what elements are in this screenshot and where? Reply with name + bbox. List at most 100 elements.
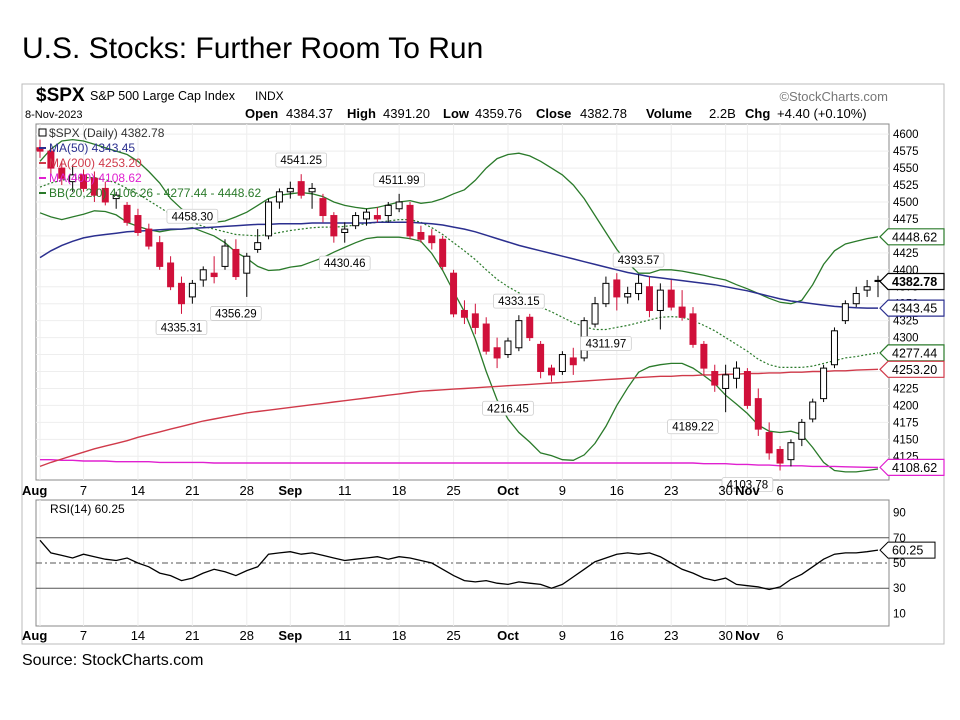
symbol-label: $SPX <box>36 85 85 106</box>
rsi-right-label-box <box>879 541 936 559</box>
candle-body <box>667 289 675 308</box>
low-value: 4359.76 <box>475 106 522 121</box>
candle-body <box>776 448 784 464</box>
bb-middle-line <box>39 177 879 368</box>
price-tick-label: 4550 <box>893 163 919 175</box>
x-axis-price: Aug 7 14 21 28 Sep 11 18 25 Oct 9 16 23 30 Nov 6 <box>22 483 784 498</box>
date-tick-label: 18 <box>392 483 406 498</box>
candle-body <box>254 242 262 250</box>
rsi-right-label: 60.25 <box>879 541 936 559</box>
date-tick-label: 21 <box>185 483 199 498</box>
annotation-label: 4311.97 <box>586 338 627 350</box>
date-tick-label: Sep <box>278 483 302 498</box>
candle-body <box>362 211 370 220</box>
date-tick-label: 21 <box>185 628 199 643</box>
legend-swatch <box>38 128 47 137</box>
candle-body <box>428 235 436 244</box>
candle-body <box>809 401 817 420</box>
right-label-value: 4343.45 <box>892 302 937 316</box>
chg-label: Chg <box>745 106 770 121</box>
candle-body <box>58 167 66 179</box>
date-tick-label: 28 <box>240 628 254 643</box>
candle-body <box>798 421 806 440</box>
price-annotations: 4458.30 4541.25 4511.99 4430.46 4335.31 4356.… <box>155 152 774 493</box>
date-tick-label: 11 <box>338 628 352 643</box>
date-tick-label: 23 <box>664 483 678 498</box>
annotation-label: 4216.45 <box>487 403 529 415</box>
date-tick-label: 9 <box>559 483 566 498</box>
candle-body <box>591 303 599 325</box>
candle-body <box>645 286 653 311</box>
candle-body <box>841 303 849 322</box>
candle-body <box>830 330 838 366</box>
volume-label: Volume <box>646 106 692 121</box>
date-tick-label: 11 <box>338 483 352 498</box>
candle-body <box>450 272 458 315</box>
candle-body <box>177 282 185 305</box>
annotation-label: 4333.15 <box>498 296 540 308</box>
annotation-box <box>210 306 262 321</box>
volume-value: 2.2B <box>709 106 736 121</box>
candle-body <box>232 248 240 278</box>
annotation-box <box>612 252 665 268</box>
right-value-labels: 4448.62 4382.78 4343.45 4277.44 4253.20 4108.… <box>879 228 945 476</box>
annotation-box <box>721 477 774 493</box>
price-tick-label: 4425 <box>893 248 919 260</box>
candle-body <box>297 181 305 196</box>
candle-body <box>167 262 175 288</box>
price-tick-label: 4500 <box>893 197 919 209</box>
date-tick-label: 25 <box>446 483 460 498</box>
annotation-box <box>373 172 425 188</box>
open-label: Open <box>245 106 278 121</box>
bb-upper-line <box>39 138 879 305</box>
candle-body <box>460 309 468 318</box>
candle-body <box>711 371 719 386</box>
annotation-box <box>155 320 208 336</box>
candle-body <box>145 228 153 247</box>
date-tick-label: 6 <box>776 483 783 498</box>
date-tick-label: 14 <box>131 483 145 498</box>
candle-body <box>754 398 762 430</box>
candle-body <box>722 374 730 389</box>
date-tick-label: 18 <box>392 628 406 643</box>
date-tick-label: Sep <box>278 628 302 643</box>
candlesticks <box>36 139 882 471</box>
index-name: S&P 500 Large Cap Index <box>90 89 236 103</box>
rsi-tick-label: 30 <box>893 583 906 595</box>
candle-body <box>515 320 523 349</box>
date-tick-label: Oct <box>497 483 519 498</box>
rsi-title: RSI(14) 60.25 <box>50 502 125 516</box>
rsi-series-line <box>39 539 879 591</box>
candle-body <box>613 279 621 298</box>
price-tick-label: 4150 <box>893 434 919 446</box>
date-tick-label: 25 <box>446 628 460 643</box>
close-value: 4382.78 <box>580 106 627 121</box>
price-tick-label: 4525 <box>893 180 919 192</box>
candle-body <box>689 313 697 345</box>
x-axis-rsi: Aug 7 14 21 28 Sep 11 18 25 Oct 9 16 23 30 Nov 6 <box>22 628 784 643</box>
candle-body <box>308 187 316 193</box>
rsi-line <box>39 539 879 591</box>
candle-body <box>243 255 251 274</box>
candle-body <box>134 215 142 233</box>
price-tick-label: 4200 <box>893 400 919 412</box>
candle-body <box>112 194 120 200</box>
candle-body <box>765 432 773 454</box>
annotation-label: 4103.78 <box>727 480 769 492</box>
candle-body <box>635 282 643 295</box>
annotation-box <box>275 152 327 168</box>
exchange-label: INDX <box>255 89 284 103</box>
candle-body <box>265 201 273 237</box>
annotation-label: 4458.30 <box>172 211 214 223</box>
annotation-label: 4511.99 <box>379 175 420 187</box>
candle-body <box>156 242 164 267</box>
candle-body <box>537 343 545 373</box>
candle-body <box>700 343 708 369</box>
candle-body <box>526 316 534 339</box>
candle-body <box>548 367 556 376</box>
annotation-box <box>166 208 219 224</box>
low-label: Low <box>443 106 470 121</box>
annotation-box <box>482 400 534 416</box>
